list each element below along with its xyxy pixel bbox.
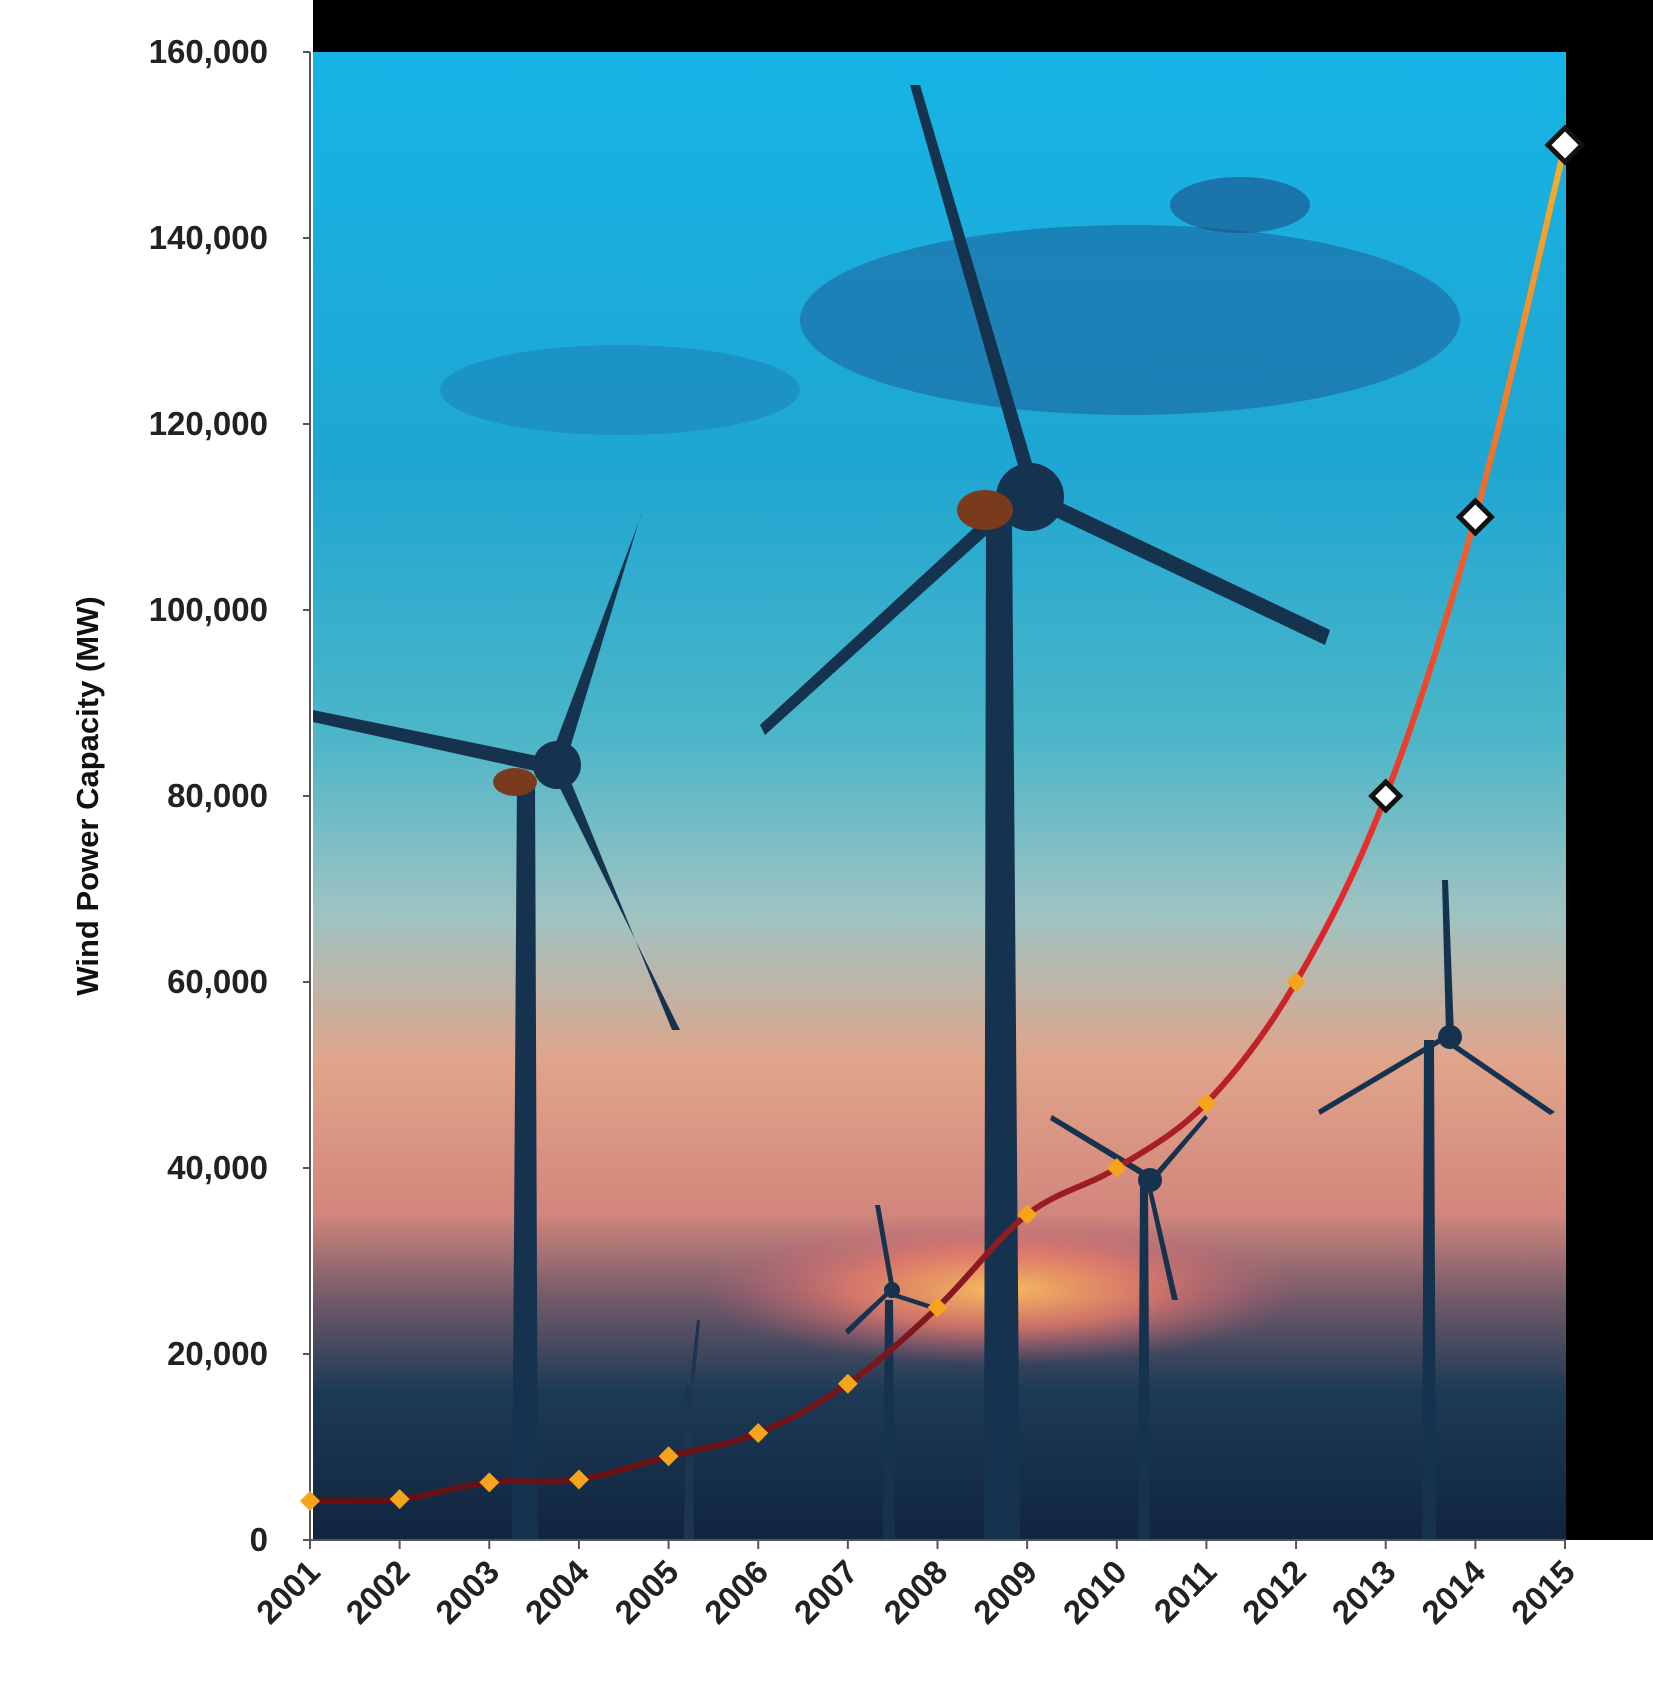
x-tick-label: 2001 bbox=[249, 1553, 327, 1631]
x-tick-label: 2013 bbox=[1325, 1553, 1403, 1631]
x-tick-label: 2007 bbox=[787, 1553, 865, 1631]
data-point bbox=[1196, 1092, 1217, 1113]
x-tick-label: 2005 bbox=[607, 1553, 685, 1631]
x-tick-label: 2010 bbox=[1056, 1553, 1134, 1631]
data-point bbox=[568, 1469, 589, 1490]
x-tick-label: 2012 bbox=[1235, 1553, 1313, 1631]
data-point bbox=[748, 1423, 769, 1444]
y-tick-label: 160,000 bbox=[149, 33, 268, 70]
x-tick-label: 2002 bbox=[339, 1553, 417, 1631]
projected-data-point bbox=[1455, 497, 1495, 537]
turbine-photo-background bbox=[313, 52, 1566, 1540]
y-tick-label: 140,000 bbox=[149, 219, 268, 256]
x-tick-label: 2004 bbox=[518, 1552, 597, 1631]
data-point bbox=[1017, 1204, 1038, 1225]
projected-data-point bbox=[1368, 778, 1404, 814]
data-point bbox=[927, 1297, 948, 1318]
wind-turbine-right bbox=[1318, 880, 1555, 1540]
x-tick-label: 2006 bbox=[697, 1553, 775, 1631]
frame-right bbox=[1566, 0, 1653, 1540]
wind-turbine-small-right bbox=[1050, 1115, 1208, 1540]
projected-data-point bbox=[1544, 124, 1586, 166]
y-tick-label: 0 bbox=[250, 1521, 268, 1558]
x-axis: 2001 2002 2003 2004 2005 2006 2007 2008 2009 2010… bbox=[249, 1540, 1582, 1631]
wind-turbine-left bbox=[313, 508, 680, 1540]
x-tick-label: 2008 bbox=[876, 1553, 954, 1631]
x-tick-label: 2009 bbox=[966, 1553, 1044, 1631]
y-tick-label: 80,000 bbox=[167, 777, 268, 814]
y-tick-label: 20,000 bbox=[167, 1335, 268, 1372]
cloud bbox=[440, 345, 800, 435]
frame-top bbox=[313, 0, 1653, 52]
wind-turbine-small-center bbox=[845, 1205, 932, 1540]
wind-turbine-distant bbox=[684, 1320, 700, 1540]
data-point bbox=[479, 1472, 500, 1493]
x-tick-label: 2003 bbox=[428, 1553, 506, 1631]
y-axis-title: Wind Power Capacity (MW) bbox=[70, 596, 105, 995]
y-tick-label: 120,000 bbox=[149, 405, 268, 442]
data-point bbox=[1106, 1158, 1127, 1178]
y-tick-label: 100,000 bbox=[149, 591, 268, 628]
cloud bbox=[800, 225, 1460, 415]
data-point bbox=[658, 1446, 679, 1467]
cloud bbox=[1170, 177, 1310, 233]
data-point bbox=[1286, 972, 1307, 992]
x-tick-label: 2014 bbox=[1414, 1552, 1493, 1631]
y-tick-label: 40,000 bbox=[167, 1149, 268, 1186]
x-tick-label: 2011 bbox=[1147, 1553, 1224, 1630]
data-point bbox=[389, 1489, 410, 1510]
data-point bbox=[300, 1490, 320, 1511]
y-axis: 0 20,000 40,000 60,000 80,000 100,000 120,000 1… bbox=[149, 33, 310, 1558]
x-tick-label: 2015 bbox=[1504, 1553, 1582, 1631]
series-wind-capacity bbox=[300, 124, 1586, 1511]
y-tick-label: 60,000 bbox=[167, 963, 268, 1000]
data-point bbox=[837, 1373, 858, 1394]
wind-turbine-center bbox=[760, 85, 1330, 1540]
